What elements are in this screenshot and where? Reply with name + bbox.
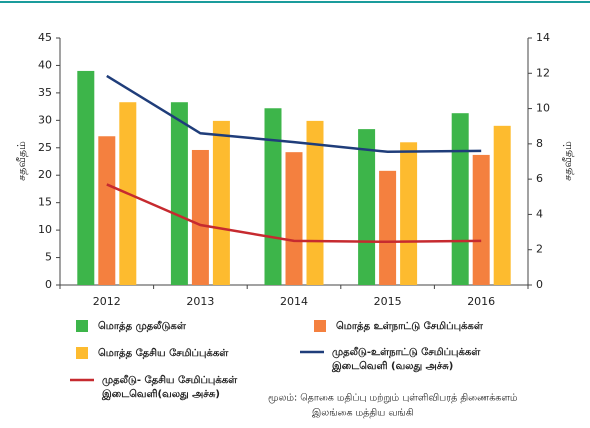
y2-tick-label: 2 bbox=[536, 243, 543, 256]
bar bbox=[285, 152, 303, 285]
bar bbox=[493, 125, 511, 285]
y2-tick-label: 6 bbox=[536, 172, 543, 185]
source-note: இலங்கை மத்திய வங்கி bbox=[312, 408, 414, 419]
legend-label: முதலீடு-உள்நாட்டு சேமிப்புக்கள் bbox=[332, 346, 481, 358]
bar bbox=[77, 70, 95, 285]
bar bbox=[98, 136, 116, 285]
y2-axis-label: சதவீதம் bbox=[561, 141, 574, 181]
bar bbox=[472, 154, 490, 285]
y-tick-label: 5 bbox=[45, 251, 52, 264]
x-tick-label: 2013 bbox=[186, 295, 214, 308]
bar bbox=[451, 113, 469, 285]
y-axis-label: சதவீதம் bbox=[15, 141, 28, 181]
x-tick-label: 2014 bbox=[280, 295, 308, 308]
legend-label: முதலீடு- தேசிய சேமிப்புக்கள் bbox=[102, 374, 238, 386]
y-tick-label: 35 bbox=[38, 86, 52, 99]
y2-tick-label: 12 bbox=[536, 66, 550, 79]
bar bbox=[379, 170, 397, 285]
line bbox=[106, 183, 482, 244]
y2-tick-label: 0 bbox=[536, 278, 543, 291]
y-tick-label: 20 bbox=[38, 168, 52, 181]
legend-swatch bbox=[76, 320, 88, 332]
legend-label: மொத்த முதலீடுகள் bbox=[98, 320, 187, 332]
y2-tick-label: 4 bbox=[536, 207, 543, 220]
legend-swatch bbox=[314, 320, 326, 332]
y-tick-label: 40 bbox=[38, 58, 52, 71]
y2-tick-label: 8 bbox=[536, 137, 543, 150]
y-tick-label: 25 bbox=[38, 141, 52, 154]
y-tick-label: 0 bbox=[45, 278, 52, 291]
y-tick-label: 15 bbox=[38, 196, 52, 209]
y-tick-label: 45 bbox=[38, 31, 52, 44]
y2-tick-label: 10 bbox=[536, 102, 550, 115]
bar bbox=[191, 149, 209, 285]
x-tick-label: 2015 bbox=[374, 295, 402, 308]
x-tick-label: 2012 bbox=[93, 295, 121, 308]
legend-label: இடைவெளி (வலது அச்சு) bbox=[331, 360, 453, 372]
legend-label: மொத்த தேசிய சேமிப்புக்கள் bbox=[98, 347, 229, 359]
legend-label: இடைவெளி(வலது அச்சு) bbox=[101, 388, 220, 400]
bar bbox=[264, 108, 282, 285]
y-tick-label: 10 bbox=[38, 223, 52, 236]
legend-swatch bbox=[76, 347, 88, 359]
bar bbox=[170, 102, 188, 285]
y2-tick-label: 14 bbox=[536, 31, 550, 44]
bar bbox=[400, 142, 418, 285]
bar bbox=[358, 129, 376, 285]
bar bbox=[212, 120, 230, 285]
bar bbox=[306, 120, 324, 285]
source-note: மூலம்: தொகை மதிப்பு மற்றும் புள்ளிவிபரத்… bbox=[268, 393, 518, 404]
legend-label: மொத்த உள்நாட்டு சேமிப்புக்கள் bbox=[336, 320, 484, 332]
x-tick-label: 2016 bbox=[467, 295, 495, 308]
line bbox=[106, 74, 482, 154]
y-tick-label: 30 bbox=[38, 113, 52, 126]
